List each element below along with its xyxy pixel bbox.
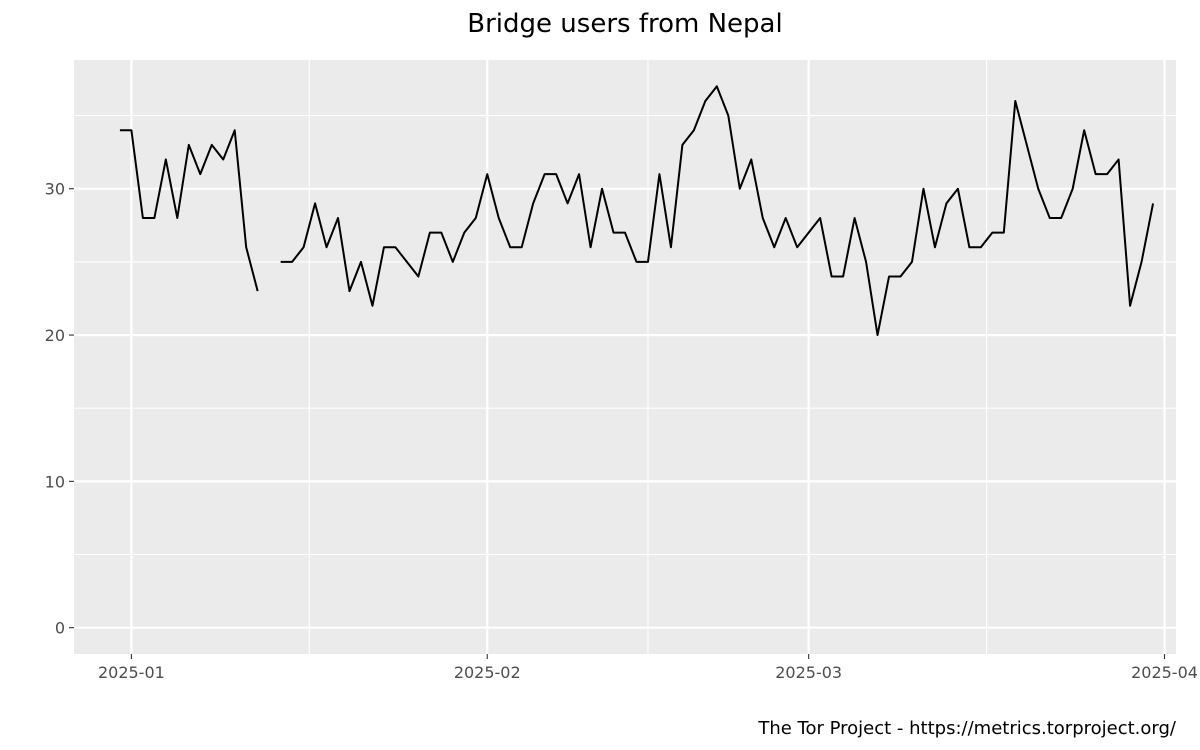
axis-ticks xyxy=(69,188,1166,659)
series-line-segment xyxy=(119,129,259,292)
x-tick-label: 2025-03 xyxy=(775,663,842,682)
x-tick-label: 2025-02 xyxy=(454,663,521,682)
y-tick-label: 10 xyxy=(45,472,65,491)
x-tick-label: 2025-01 xyxy=(98,663,165,682)
footer-credit: The Tor Project - https://metrics.torpro… xyxy=(757,718,1177,739)
series-line-segment xyxy=(280,85,1155,337)
x-tick-label: 2025-04 xyxy=(1131,663,1198,682)
x-axis-tick-labels: 2025-01 2025-02 2025-03 2025-04 xyxy=(98,663,1198,682)
major-gridlines xyxy=(74,60,1176,654)
y-axis-tick-labels: 0 10 20 30 xyxy=(45,180,65,638)
y-tick-label: 0 xyxy=(55,619,65,638)
minor-gridlines xyxy=(74,60,1176,654)
series-line-group xyxy=(119,85,1155,337)
y-tick-label: 20 xyxy=(45,326,65,345)
y-tick-label: 30 xyxy=(45,180,65,199)
chart-title: Bridge users from Nepal xyxy=(467,9,782,39)
